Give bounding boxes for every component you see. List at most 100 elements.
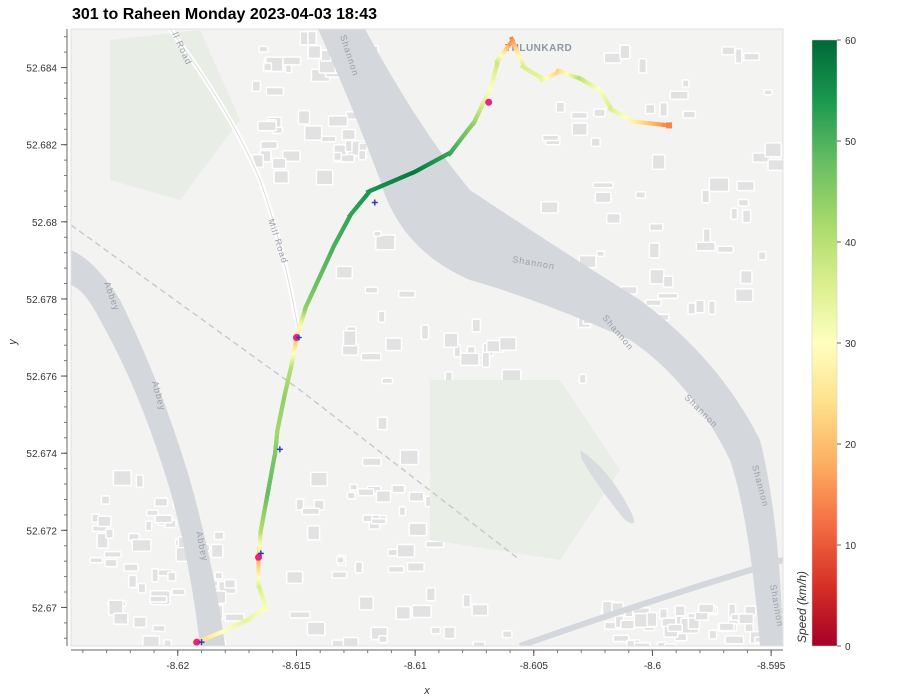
building — [605, 212, 622, 225]
y-tick-label: 52.67 — [32, 603, 57, 614]
building — [472, 640, 486, 646]
y-tick-label: 52.678 — [26, 295, 57, 306]
building — [113, 612, 129, 625]
building — [391, 484, 406, 494]
x-tick-label: -8.62 — [166, 661, 189, 672]
building — [603, 52, 622, 64]
building — [377, 416, 388, 431]
building — [764, 142, 783, 158]
building — [385, 337, 403, 352]
building — [260, 140, 279, 150]
building — [694, 299, 706, 314]
building — [306, 621, 326, 636]
building — [295, 498, 305, 511]
building — [112, 469, 132, 487]
building — [667, 623, 684, 633]
building — [658, 608, 669, 620]
plot-frame — [70, 28, 784, 647]
building — [331, 639, 345, 646]
building — [737, 198, 750, 207]
building — [123, 563, 139, 572]
building — [708, 300, 716, 315]
building — [214, 571, 224, 580]
building — [100, 495, 111, 505]
building — [716, 245, 734, 254]
route-track — [192, 36, 673, 646]
building — [638, 58, 648, 74]
building — [501, 630, 513, 639]
building — [357, 488, 375, 497]
colorbar-tick-label: 30 — [845, 339, 857, 350]
building — [555, 101, 566, 113]
building — [420, 324, 430, 341]
y-tick-label: 52.672 — [26, 526, 57, 537]
building — [358, 595, 374, 611]
building — [612, 634, 630, 643]
building — [633, 642, 651, 646]
building — [303, 125, 323, 141]
building — [331, 571, 348, 579]
colorbar-tick-label: 60 — [845, 36, 857, 47]
building — [738, 613, 755, 625]
building — [257, 120, 277, 132]
building — [471, 603, 489, 617]
colorbar-tick-label: 40 — [845, 238, 857, 249]
mill-road-edge — [169, 29, 301, 341]
building — [471, 318, 482, 333]
building — [708, 629, 718, 640]
building — [378, 634, 388, 644]
building — [137, 582, 147, 594]
stop-marker — [485, 98, 493, 106]
building — [151, 568, 160, 583]
building — [462, 593, 472, 608]
building — [281, 56, 302, 66]
building — [406, 562, 425, 573]
building — [593, 108, 606, 118]
building — [327, 115, 349, 128]
x-tick-label: -8.605 — [520, 661, 549, 672]
building — [344, 139, 353, 153]
gps-marker — [257, 550, 264, 557]
gps-marker — [198, 639, 205, 646]
building — [223, 578, 237, 589]
building — [708, 176, 730, 193]
abbey-river — [71, 250, 225, 646]
building — [271, 157, 287, 170]
building — [659, 101, 669, 118]
building — [644, 299, 662, 307]
building — [354, 561, 364, 574]
gps-marker — [295, 334, 302, 341]
y-tick-label: 52.684 — [26, 64, 57, 75]
x-tick-label: -8.595 — [757, 661, 786, 672]
building — [694, 611, 709, 621]
building — [301, 507, 321, 516]
park-area — [430, 380, 620, 560]
building — [335, 265, 353, 280]
building — [743, 52, 760, 62]
building — [425, 587, 436, 602]
park-area — [110, 30, 240, 200]
river-island — [580, 450, 634, 524]
building — [127, 574, 138, 589]
building — [286, 570, 304, 585]
y-axis-label: y — [7, 338, 19, 346]
colorbar-tick-label: 20 — [845, 440, 857, 451]
basemap-tiles[interactable]: Mill Road ll Road Shannon Shannon Shanno… — [71, 29, 797, 656]
building — [541, 134, 560, 142]
building — [590, 137, 601, 148]
building — [342, 636, 360, 646]
chart-title: 301 to Raheen Monday 2023-04-03 18:43 — [72, 6, 378, 23]
building — [681, 79, 690, 88]
building — [471, 647, 488, 654]
building — [657, 292, 679, 300]
colorbar-ticks: 0 10 20 30 40 50 60 — [837, 36, 857, 653]
building — [320, 135, 337, 143]
building — [408, 522, 428, 537]
building — [167, 571, 177, 582]
colorbar — [811, 39, 838, 647]
building — [578, 373, 587, 384]
building — [375, 489, 392, 503]
building — [336, 556, 345, 564]
canal — [518, 557, 783, 646]
